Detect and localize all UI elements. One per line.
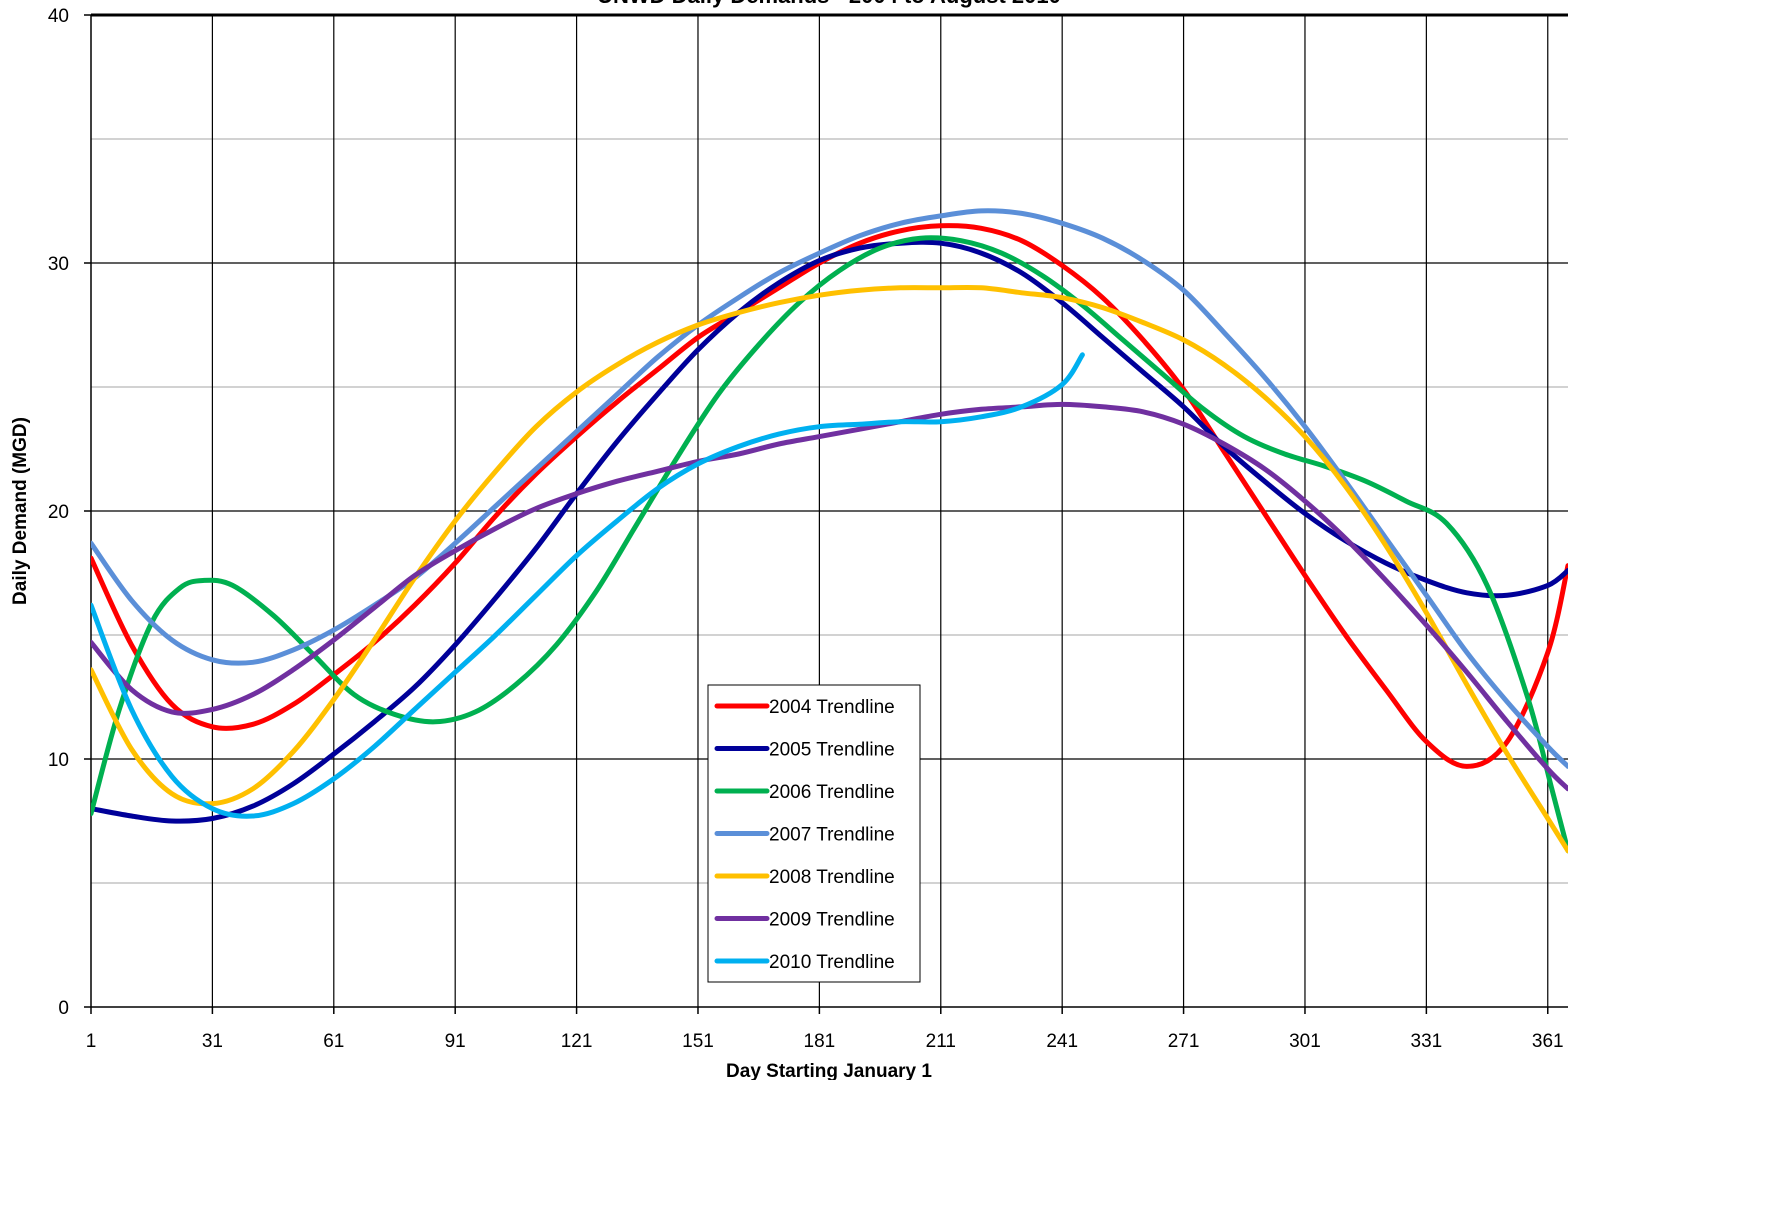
x-tick-label: 181: [804, 1031, 836, 1052]
y-axis-title: Daily Demand (MGD): [10, 417, 31, 605]
legend: 2004 Trendline 2005 Trendline 2006 Trendli…: [707, 684, 921, 983]
vertical-gridlines: [211, 15, 1549, 1007]
y-tick-label: 30: [48, 254, 69, 275]
x-tick-label: 91: [445, 1031, 466, 1052]
legend-label-2005-trendline: 2005 Trendline: [769, 740, 895, 761]
y-tick-label: 0: [58, 998, 69, 1019]
y-tick-labels: 0 10 20 30 40: [48, 6, 69, 1019]
axes: [84, 14, 1568, 1014]
x-tick-label: 211: [926, 1031, 956, 1052]
x-tick-labels: 1 31 61 91 121 151 181 211 241 271 301 331 361: [86, 1031, 1564, 1052]
chart-title: UNWD Daily Demands - 2004 to August 2010: [597, 0, 1061, 8]
y-tick-label: 40: [48, 6, 69, 27]
x-tick-label: 361: [1532, 1031, 1564, 1052]
series-line-2010-trendline: [91, 352, 1085, 819]
x-tick-label: 271: [1168, 1031, 1200, 1052]
x-tick-label: 61: [323, 1031, 344, 1052]
series-lines: [91, 208, 1568, 854]
legend-label-2004-trendline: 2004 Trendline: [769, 697, 895, 718]
legend-label-2010-trendline: 2010 Trendline: [769, 952, 895, 973]
legend-label-2006-trendline: 2006 Trendline: [769, 782, 895, 803]
x-tick-label: 301: [1289, 1031, 1321, 1052]
x-tick-label: 121: [561, 1031, 593, 1052]
series-line-2005-trendline: [91, 239, 1568, 824]
x-tick-label: 151: [682, 1031, 714, 1052]
legend-label-2008-trendline: 2008 Trendline: [769, 867, 895, 888]
x-tick-label: 1: [86, 1031, 97, 1052]
y-tick-label: 10: [48, 750, 69, 771]
horizontal-gridlines: [91, 13, 1568, 884]
x-tick-label: 31: [202, 1031, 223, 1052]
x-tick-label: 331: [1411, 1031, 1443, 1052]
series-line-2007-trendline: [91, 208, 1568, 769]
chart: 0 10 20 30 40 1 31 61 91 121 151 181 211 241 271 301 33…: [10, 0, 1568, 1080]
series-line-2009-trendline: [91, 401, 1568, 792]
x-tick-label: 241: [1046, 1031, 1078, 1052]
legend-label-2009-trendline: 2009 Trendline: [769, 910, 895, 931]
y-tick-label: 20: [48, 502, 69, 523]
legend-label-2007-trendline: 2007 Trendline: [769, 825, 895, 846]
x-axis-title: Day Starting January 1: [726, 1061, 932, 1080]
series-line-2006-trendline: [91, 235, 1568, 854]
series-line-2008-trendline: [91, 284, 1568, 854]
